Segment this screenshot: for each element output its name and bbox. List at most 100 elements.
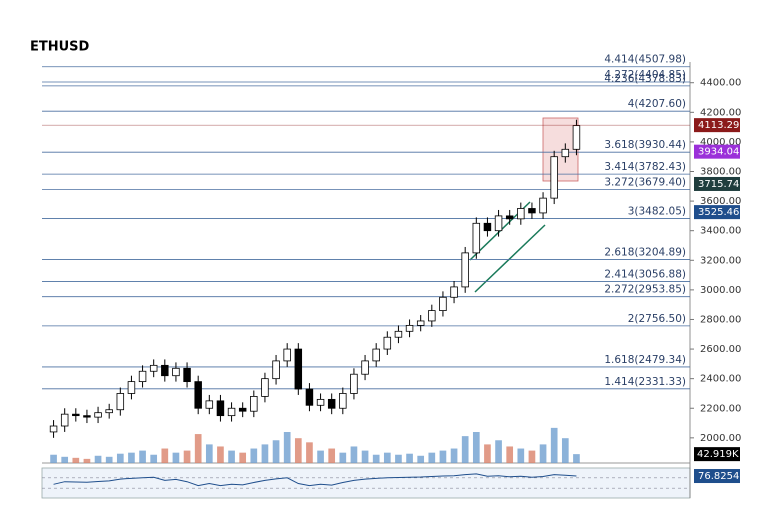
fib-label: 3.618(3930.44) [604,139,686,151]
volume-bar [128,452,135,463]
price-tag-label: 4113.29 [698,120,739,131]
candle-body [294,348,303,390]
volume-bar [139,450,146,463]
candle-body [105,409,113,414]
volume-bar [517,448,525,463]
volume-bar [261,444,269,463]
volume-bar [72,457,80,463]
y-tick-label: 3400.00 [700,226,741,237]
fib-label: 2.272(2953.85) [604,284,686,296]
candle-body [439,296,447,311]
candle-body [339,393,347,409]
fib-label: 2(2756.50) [628,313,686,325]
candle-body [405,324,414,332]
candle-body [383,336,392,350]
price-tag [694,205,740,220]
fib-label: 4.236(4378.83) [604,73,686,85]
y-tick-label: 2000.00 [700,433,741,444]
candle-body [227,407,236,417]
candle-body [83,415,91,418]
candle-body [205,400,214,409]
highlight-box [542,117,579,182]
channel-line [474,224,546,293]
rsi-line [53,473,577,487]
candle-body [261,378,269,397]
price-tag [694,144,740,159]
candle-body [138,370,147,383]
chart-title: ETHUSD [30,40,90,55]
volume-bar [528,450,536,463]
candle-body [428,310,436,322]
candle-body [216,400,225,417]
candle-body [494,215,503,232]
price-tag-label: 3934.04 [698,147,739,158]
rsi-pane [41,467,691,499]
volume-bar [328,448,336,463]
price-tag-label: 3715.74 [698,179,739,190]
volume-bar [350,446,358,463]
candle-body [60,413,69,427]
y-tick-label: 3600.00 [700,196,741,207]
candle-body [539,197,547,214]
price-tag [694,118,740,133]
volume-tag [694,447,740,462]
fib-label: 3(3482.05) [628,206,686,218]
volume-bar [61,456,69,463]
volume-bar [306,442,313,463]
y-tick-label: 4200.00 [700,107,741,118]
candle-body [394,330,403,338]
candle-body [372,348,380,362]
volume-bar [417,455,425,463]
candle-body [472,222,481,254]
volume-bar [472,432,480,463]
volume-bar [484,444,491,463]
volume-bar [283,432,291,463]
volume-bar [294,438,302,463]
candle-body [572,125,581,150]
volume-bar [372,454,380,463]
volume-bar [573,454,580,463]
volume-bar [561,438,569,463]
candle-body [505,215,514,220]
volume-bar [183,450,191,463]
volume-bar [172,452,180,463]
volume-bar [94,455,102,463]
volume-bar [461,436,469,463]
volume-bar [161,448,169,463]
y-tick-label: 3200.00 [700,255,741,266]
volume-bar [150,454,158,463]
fib-label: 4.414(4507.98) [604,54,686,66]
volume-bar [317,450,324,463]
volume-bar [395,454,402,463]
volume-bar [550,427,558,463]
candle-body [183,367,191,383]
volume-bar [406,453,413,463]
candle-body [528,208,536,214]
volume-bar [194,434,202,463]
rsi-tag-label: 76.8254 [698,471,739,482]
y-tick-label: 3000.00 [700,285,741,296]
candle-body [194,381,202,409]
fib-label: 1.618(2479.34) [604,354,686,366]
candle-body [250,396,258,412]
fib-label: 4(4207.60) [628,98,686,110]
volume-bar [428,452,436,463]
candle-body [116,393,125,411]
y-tick-label: 2400.00 [700,374,741,385]
candle-body [127,381,136,394]
price-tag-label: 3525.46 [698,207,739,218]
candle-body [305,388,314,406]
price-tag [694,176,740,191]
candle-body [49,425,58,433]
candle-body [461,252,469,288]
candle-body [172,367,180,377]
volume-bar [539,444,547,463]
volume-tag-label: 42.919K [697,449,739,460]
fib-label: 1.414(2331.33) [604,376,686,388]
fib-label: 4.272(4404.85) [604,69,686,81]
fib-label: 3.272(3679.40) [604,176,686,188]
volume-bar [495,440,502,463]
candle-body [161,364,169,377]
fib-label: 2.618(3204.89) [604,247,686,259]
